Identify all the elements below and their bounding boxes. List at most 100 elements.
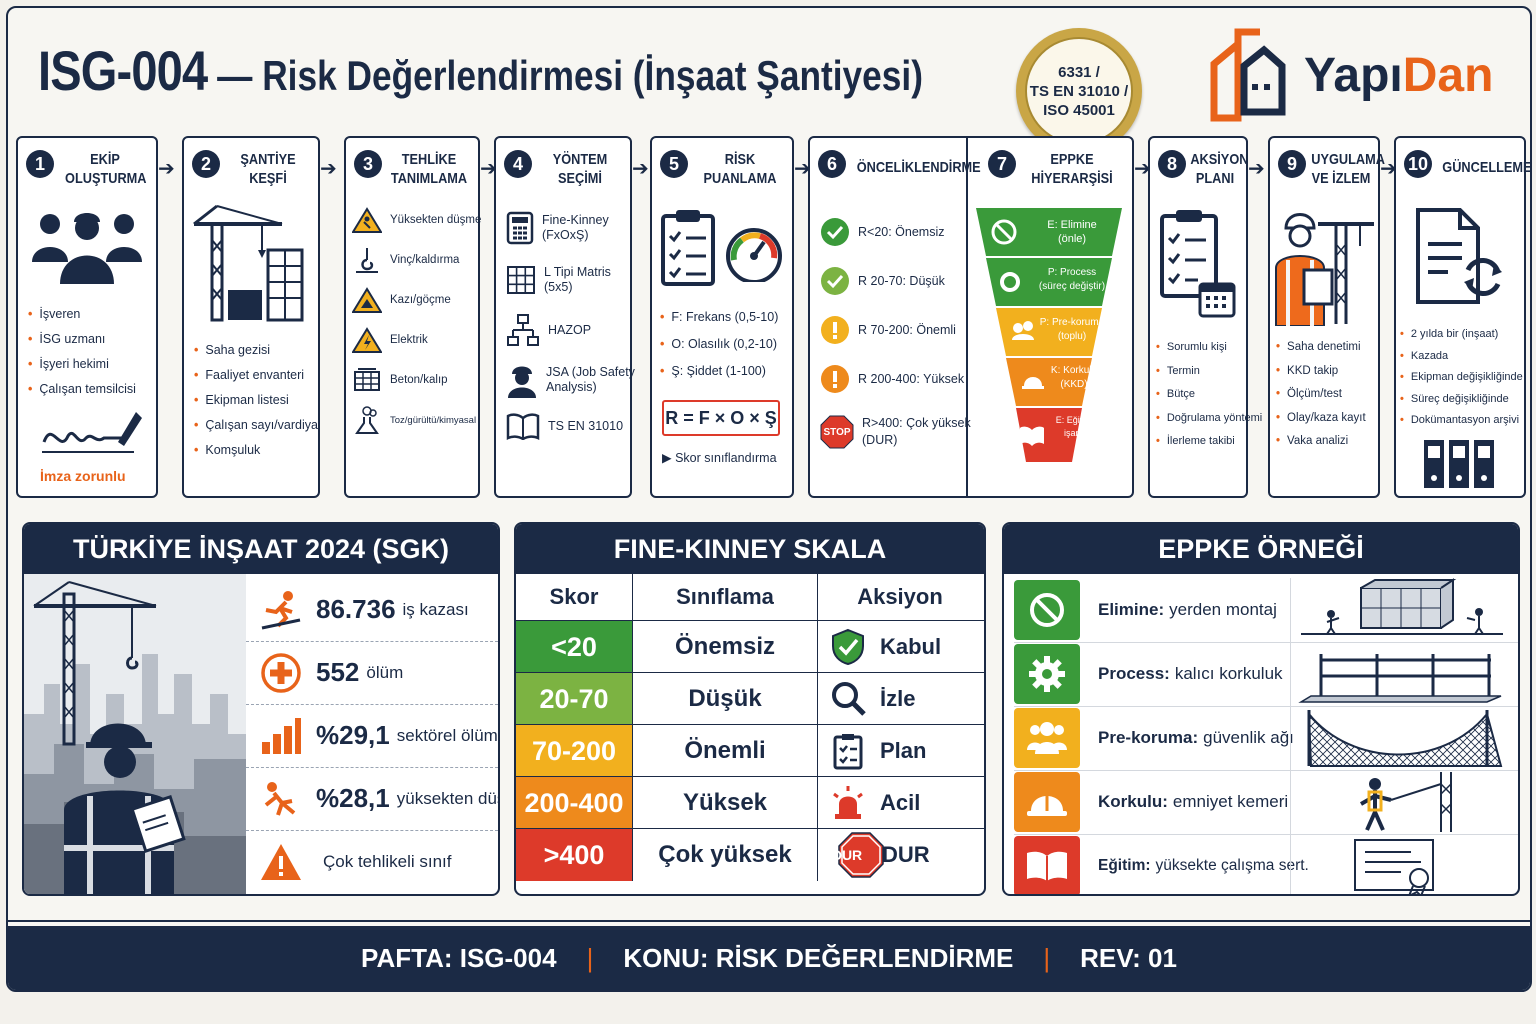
clipboard-checklist-icon: [661, 210, 715, 286]
step-number: 5: [660, 150, 688, 178]
eppke-key: Eğitim:: [1098, 857, 1151, 874]
step-title: TEHLİKE TANIMLAMA: [391, 150, 468, 188]
document-refresh-icon: [1416, 208, 1502, 304]
eppke-text: yüksekte çalışma sert.: [1155, 857, 1309, 874]
seal-line-3: ISO 45001: [1043, 101, 1115, 119]
pyramid-level-title: K: Korkulu: [1050, 365, 1098, 376]
gear-icon: [1014, 644, 1080, 704]
certificate-illustration: [1290, 834, 1434, 894]
construction-site-icon: [193, 204, 304, 322]
flow-arrow-icon: ➔: [480, 158, 497, 180]
step-title-line-1: EPPKE: [1050, 151, 1094, 168]
eppke-text: yerden montaj: [1169, 600, 1277, 619]
column-header: Aksiyon: [857, 584, 943, 609]
step-number: 3: [354, 150, 382, 178]
priority-label: R 200-400: Yüksek: [858, 372, 965, 386]
method-sublabel: (FxOxŞ): [542, 228, 589, 242]
stop-sign-icon: DUR: [824, 832, 884, 878]
method-label: L Tipi Matris: [544, 265, 611, 279]
hazard-row: Vinç/kaldırma: [352, 242, 459, 278]
yapidan-logo-icon: [1210, 28, 1286, 122]
check-circle-icon: [821, 267, 849, 295]
step-8-action-plan: 8 AKSİYON PLANI Sorumlu kişi Termin Bütçe…: [1148, 136, 1262, 498]
step-1-item: Çalışan temsilcisi: [28, 377, 136, 402]
step-title: UYGULAMA VE İZLEM: [1311, 150, 1385, 188]
classification-cell: Önemli: [632, 725, 818, 777]
step-title-line-2: VE İZLEM: [1311, 170, 1371, 187]
action-cell: DUR DUR: [816, 829, 984, 881]
eppke-key: Elimine:: [1098, 600, 1165, 619]
step-title: EKİP OLUŞTURMA: [65, 150, 146, 188]
pyramid-level-1: E: Elimine (önle): [1032, 218, 1112, 246]
step-title-line-2: PLANI: [1195, 170, 1235, 187]
scoring-factor: Ş: Şiddet (1-100): [660, 358, 778, 385]
step-title-line-1: YÖNTEM: [552, 151, 608, 168]
medical-cross-icon: [261, 652, 301, 693]
method-row: Fine-Kinney (FxOxŞ): [506, 208, 609, 248]
document-title: — Risk Değerlendirmesi (İnşaat Şantiyesi…: [207, 52, 923, 99]
action-label: Acil: [880, 790, 921, 815]
risk-gauge-icon: [726, 228, 782, 282]
hazard-row: Toz/gürültü/kimyasal: [352, 402, 476, 438]
classification-cell: Düşük: [632, 673, 818, 725]
stat-value: 86.736: [316, 594, 396, 624]
method-sublabel: (5x5): [544, 280, 573, 294]
priority-label: R<20: Önemsiz: [858, 225, 945, 239]
step-number: 2: [192, 150, 220, 178]
score-cell: >400: [516, 829, 632, 881]
method-row: TS EN 31010: [506, 406, 623, 446]
priority-label: R 20-70: Düşük: [858, 274, 945, 288]
brand-name-part-1: Yapı: [1304, 49, 1403, 102]
fine-kinney-header-row: Skor Sınıflama Aksiyon: [516, 574, 984, 620]
hazard-row: Yüksekten düşme: [352, 202, 481, 238]
step-9-implementation-monitoring: 9 UYGULAMA VE İZLEM Saha denetimi KKD tak…: [1268, 136, 1385, 498]
poster-sheet: ISG-004 — Risk Değerlendirmesi (İnşaat Ş…: [6, 6, 1532, 992]
step-2-item: Ekipman listesi: [194, 388, 318, 413]
eppke-example-row: Process: kalıcı korkuluk: [1014, 642, 1518, 707]
flow-arrow-icon: ➔: [1134, 158, 1151, 180]
stat-label: ölüm: [366, 662, 404, 682]
update-trigger: Ekipman değişikliğinde: [1400, 367, 1523, 389]
priority-row: R 200-400: Yüksek: [820, 359, 964, 399]
step-5-risk-scoring: 5 RİSK PUANLAMA F: Frekans (0,5-10) O: Ol…: [650, 136, 794, 498]
excavation-hazard-icon: [352, 287, 382, 313]
step-title-line-1: RİSK: [724, 151, 756, 168]
score-cell: 20-70: [516, 673, 632, 725]
step-2-item: Çalışan sayı/vardiya: [194, 413, 318, 438]
step-title-line-1: TEHLİKE: [401, 151, 457, 168]
pyramid-level-title: E: Elimine: [1047, 219, 1097, 231]
step-3-hazard-identification: 3 TEHLİKE TANIMLAMA Yüksekten düşme Vinç/…: [344, 136, 481, 498]
step-2-site-survey: 2 ŞANTİYE KEŞFİ Saha gezisi Faaliyet enva…: [182, 136, 320, 498]
chemical-flask-icon: [355, 406, 379, 434]
step-title-line-2: SEÇİMİ: [558, 170, 602, 187]
step-1-team: 1 EKİP OLUŞTURMA İşveren İSG uzmanı İşyer…: [16, 136, 158, 498]
step-title: EPPKE HİYERARŞİSİ: [1030, 150, 1115, 188]
step-4-method-selection: 4 YÖNTEM SEÇİMİ Fine-Kinney (FxOxŞ) L Tipi…: [494, 136, 635, 498]
pyramid-level-4: K: Korkulu (KKD): [1044, 364, 1104, 392]
step-title: RİSK PUANLAMA: [699, 150, 781, 188]
worker-city-illustration: [24, 574, 246, 894]
eppke-text: güvenlik ağı: [1203, 728, 1294, 747]
priority-label: R 70-200: Önemli: [858, 323, 956, 337]
pyramid-level-subtitle: (süreç değiştir): [1038, 281, 1106, 292]
step-1-item: İşyeri hekimi: [28, 352, 136, 377]
method-label: Fine-Kinney: [542, 213, 609, 227]
fine-kinney-title: FINE-KINNEY SKALA: [516, 524, 984, 574]
score-cell: 70-200: [516, 725, 632, 777]
document-code: ISG-004: [38, 39, 208, 102]
step-title: YÖNTEM SEÇİMİ: [541, 150, 619, 188]
update-trigger: 2 yılda bir (inşaat): [1400, 324, 1523, 346]
table-row: >400 Çok yüksek DUR DUR: [516, 828, 984, 881]
stat-row: 552 ölüm: [246, 641, 498, 705]
ground-assembly-illustration: [1290, 578, 1503, 642]
footer-bar: PAFTA: ISG-004 | KONU: RİSK DEĞERLENDİRM…: [8, 926, 1530, 990]
flow-arrow-icon: ➔: [1248, 158, 1265, 180]
step-number: 7: [988, 150, 1016, 178]
flow-arrow-icon: ➔: [632, 158, 649, 180]
hazard-label: Beton/kalıp: [390, 374, 448, 386]
formwork-icon: [354, 368, 380, 391]
footer-subject: KONU: RİSK DEĞERLENDİRME: [623, 942, 1014, 973]
action-cell: Kabul: [816, 621, 984, 673]
stop-badge-label: DUR: [831, 847, 863, 863]
stat-row: %28,1 yüksekten düşme: [246, 767, 498, 831]
